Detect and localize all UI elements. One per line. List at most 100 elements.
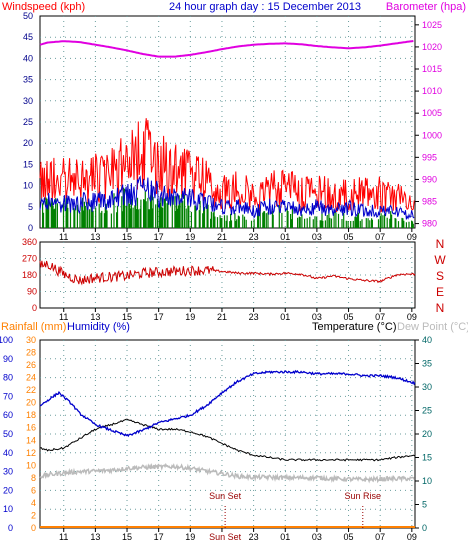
time-tick-label: 21 [217,312,227,322]
wind-direction-series [39,260,416,286]
temperature-tick-label: 40 [422,335,432,345]
time-tick-label: 19 [185,532,195,542]
humidity-tick-label: 60 [3,410,13,420]
windspeed-tick-label: 50 [23,11,33,21]
direction-tick-label: 180 [22,270,37,280]
barometer-tick-label: 1005 [422,108,442,118]
windspeed-axis-title: Windspeed (kph) [2,1,85,13]
time-tick-label: 01 [280,232,290,242]
humidity-tick-label: 90 [3,354,13,364]
time-tick-label: 15 [122,232,132,242]
barometer-series [39,40,414,58]
barometer-axis-title: Barometer (hpa) [386,1,466,13]
compass-label: S [436,269,444,283]
time-tick-label: 23 [249,232,259,242]
humidity-tick-label: 40 [3,448,13,458]
time-tick-label: 13 [90,532,100,542]
time-tick-label: 11 [59,532,68,542]
time-tick-label: 15 [122,532,132,542]
time-tick-label: 23 [249,312,259,322]
time-tick-label: 23 [249,532,259,542]
time-tick-label: 07 [375,232,385,242]
compass-label: N [436,301,445,315]
time-tick-label: 03 [312,532,322,542]
humidity-tick-label: 70 [3,391,13,401]
windspeed-tick-label: 10 [23,181,33,191]
windspeed-tick-label: 25 [23,117,33,127]
compass-label: W [434,253,446,267]
rainfall-tick-label: 4 [31,498,36,508]
windspeed-tick-label: 20 [23,138,33,148]
wind-gust-series [39,118,415,214]
time-tick-label: 03 [312,312,322,322]
windspeed-tick-label: 0 [28,223,33,233]
barometer-tick-label: 1015 [422,64,442,74]
sunset-label: Sun Set [209,491,242,501]
compass-label: E [436,285,444,299]
rainfall-tick-label: 8 [31,473,36,483]
windspeed-tick-label: 40 [23,53,33,63]
time-tick-label: 05 [344,532,354,542]
rainfall-tick-label: 18 [26,410,36,420]
windspeed-tick-label: 30 [23,96,33,106]
time-tick-label: 15 [122,312,132,322]
time-tick-label: 07 [375,532,385,542]
humidity-axis-title: Humidity (%) [67,321,130,333]
temperature-tick-label: 10 [422,476,432,486]
time-tick-label: 19 [185,232,195,242]
time-tick-label: 05 [344,232,354,242]
barometer-tick-label: 1000 [422,130,442,140]
time-tick-label: 17 [154,232,164,242]
humidity-tick-label: 20 [3,485,13,495]
wind-low-series [42,187,414,228]
rainfall-tick-label: 10 [26,460,36,470]
barometer-tick-label: 990 [422,174,437,184]
temperature-tick-label: 20 [422,429,432,439]
humidity-tick-label: 10 [3,504,13,514]
barometer-tick-label: 985 [422,197,437,207]
windspeed-tick-label: 5 [28,202,33,212]
time-tick-label: 11 [59,312,68,322]
barometer-tick-label: 1025 [422,20,442,30]
dewpoint-series [39,462,415,484]
humidity-tick-label: 50 [3,429,13,439]
temperature-tick-label: 35 [422,359,432,369]
rainfall-tick-label: 24 [26,373,36,383]
barometer-tick-label: 1010 [422,86,442,96]
temperature-tick-label: 15 [422,453,432,463]
time-tick-label: 19 [185,312,195,322]
humidity-tick-label: 100 [0,335,13,345]
rainfall-tick-label: 16 [26,423,36,433]
rainfall-tick-label: 30 [26,335,36,345]
time-tick-label: 01 [280,532,290,542]
windspeed-tick-label: 45 [23,32,33,42]
rainfall-tick-label: 22 [26,385,36,395]
humidity-series [39,369,416,438]
direction-tick-label: 90 [27,287,37,297]
rainfall-axis-title: Rainfall (mm) [1,321,66,333]
rainfall-tick-label: 0 [31,523,36,533]
time-tick-label: 07 [375,312,385,322]
barometer-tick-label: 995 [422,152,437,162]
temperature-tick-label: 25 [422,406,432,416]
rainfall-tick-label: 6 [31,485,36,495]
windspeed-tick-label: 15 [23,159,33,169]
rainfall-tick-label: 28 [26,348,36,358]
rainfall-tick-label: 12 [26,448,36,458]
compass-label: N [436,237,445,251]
time-tick-label: 09 [407,532,417,542]
dewpoint-axis-title: Dew Point (°C) [397,321,468,333]
time-tick-label: 03 [312,232,322,242]
sunrise-label: Sun Rise [345,491,382,501]
humidity-tick-label: 30 [3,467,13,477]
rainfall-tick-label: 26 [26,360,36,370]
direction-tick-label: 360 [22,237,37,247]
graph-title: 24 hour graph day : 15 December 2013 [169,1,361,13]
wind-average-series [39,175,415,220]
humidity-tick-label: 80 [3,373,13,383]
time-tick-label: 21 [217,232,227,242]
temperature-tick-label: 5 [422,500,427,510]
time-tick-label: 13 [90,312,100,322]
humidity-tick-label: 0 [8,523,13,533]
